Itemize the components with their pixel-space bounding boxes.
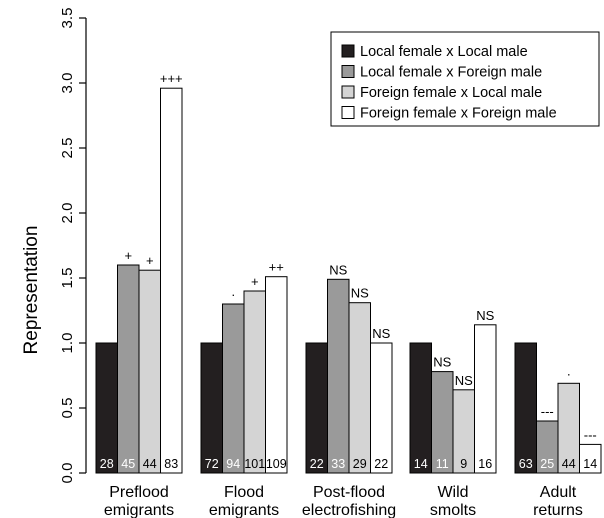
- bar-count-label: 44: [143, 457, 157, 471]
- y-tick-label: 1.5: [59, 268, 76, 289]
- bar: [95, 342, 118, 474]
- significance-label: ·: [567, 366, 571, 381]
- bar: [409, 342, 432, 474]
- significance-label: NS: [372, 326, 390, 341]
- x-category-label: emigrants: [104, 502, 174, 518]
- x-category-label: Wild: [437, 484, 468, 501]
- legend-swatch: [341, 44, 355, 58]
- significance-label: ---: [541, 404, 554, 419]
- bar: [348, 302, 371, 474]
- x-category-label: smolts: [430, 502, 476, 518]
- bar: [160, 87, 183, 474]
- x-category-label: emigrants: [209, 502, 279, 518]
- bar: [474, 324, 497, 474]
- significance-label: NS: [455, 373, 473, 388]
- bar-count-label: 11: [436, 457, 449, 471]
- significance-label: +: [251, 274, 259, 289]
- x-axis-category-labels: PrefloodemigrantsFloodemigrantsPost-floo…: [104, 484, 583, 518]
- y-tick-label: 2.0: [59, 203, 76, 224]
- legend: Local female x Local male Local female x …: [330, 31, 600, 127]
- y-axis: 0.0 0.5 1.0 1.5 2.0 2.5 3.0 3.5: [59, 8, 87, 484]
- bar: [579, 443, 602, 474]
- y-tick-label: 3.5: [59, 8, 76, 29]
- y-tick-label: 0.0: [59, 463, 76, 484]
- x-category-label: electrofishing: [302, 502, 396, 518]
- bar-count-label: 14: [583, 457, 597, 471]
- bar-count-label: 63: [519, 457, 533, 471]
- bar-count-label: 16: [478, 457, 492, 471]
- significance-label: NS: [329, 262, 347, 277]
- bar-count-label: 22: [310, 457, 324, 471]
- legend-swatch: [341, 65, 355, 78]
- bar: [138, 269, 161, 474]
- y-axis-label: Representation: [21, 226, 42, 355]
- x-category-label: returns: [533, 502, 583, 518]
- bar: [265, 276, 288, 474]
- bar: [370, 342, 393, 474]
- legend-entry: Foreign female x Local male: [360, 85, 542, 101]
- x-category-label: Preflood: [109, 484, 169, 501]
- significance-label: ---: [584, 427, 597, 442]
- x-category-label: Adult: [540, 484, 577, 501]
- bar: [222, 303, 245, 474]
- x-category-label: Flood: [224, 484, 264, 501]
- significance-label: +++: [160, 71, 183, 86]
- legend-box: [330, 31, 600, 127]
- bar-count-label: 9: [460, 457, 467, 471]
- bar-count-label: 14: [414, 457, 428, 471]
- x-category-label: Post-flood: [313, 484, 385, 501]
- y-tick-label: 3.0: [59, 73, 76, 94]
- bar-count-label: 45: [121, 457, 135, 471]
- significance-label: ++: [269, 260, 284, 275]
- significance-label: NS: [351, 286, 369, 301]
- significance-label: NS: [476, 308, 494, 323]
- y-tick-label: 1.0: [59, 333, 76, 354]
- bar-count-label: 29: [353, 457, 367, 471]
- bar-count-label: 72: [205, 457, 219, 471]
- bar: [243, 290, 266, 474]
- y-tick-label: 2.5: [59, 138, 76, 159]
- legend-swatch: [341, 85, 355, 99]
- bar-count-label: 22: [374, 457, 388, 471]
- bar: [117, 264, 140, 474]
- bar: [327, 278, 350, 474]
- legend-swatch: [341, 106, 355, 119]
- bar-count-label: 94: [226, 457, 240, 471]
- bar-count-label: 44: [562, 457, 576, 471]
- bar: [200, 342, 223, 474]
- significance-label: ·: [231, 287, 235, 302]
- bar-count-label: 33: [331, 457, 345, 471]
- bar: [305, 342, 328, 474]
- significance-label: +: [146, 253, 154, 268]
- bar-count-label: 101: [244, 457, 265, 471]
- bar-count-label: 109: [266, 457, 287, 471]
- significance-label: NS: [433, 355, 451, 370]
- bar-count-label: 28: [100, 457, 114, 471]
- legend-entry: Local female x Foreign male: [360, 65, 542, 81]
- bar-count-label: 25: [540, 457, 554, 471]
- y-tick-label: 0.5: [59, 398, 76, 419]
- bar: [514, 342, 537, 474]
- bar-count-label: 83: [164, 457, 178, 471]
- bar: [557, 382, 580, 474]
- bars: 28 45 +44 +83 +++ 72 94 · 101 +109 ++ 22 33 NS 29 NS 22 N…: [95, 71, 602, 474]
- legend-entry: Local female x Local male: [360, 44, 528, 60]
- significance-label: +: [124, 248, 132, 263]
- legend-entry: Foreign female x Foreign male: [360, 106, 557, 122]
